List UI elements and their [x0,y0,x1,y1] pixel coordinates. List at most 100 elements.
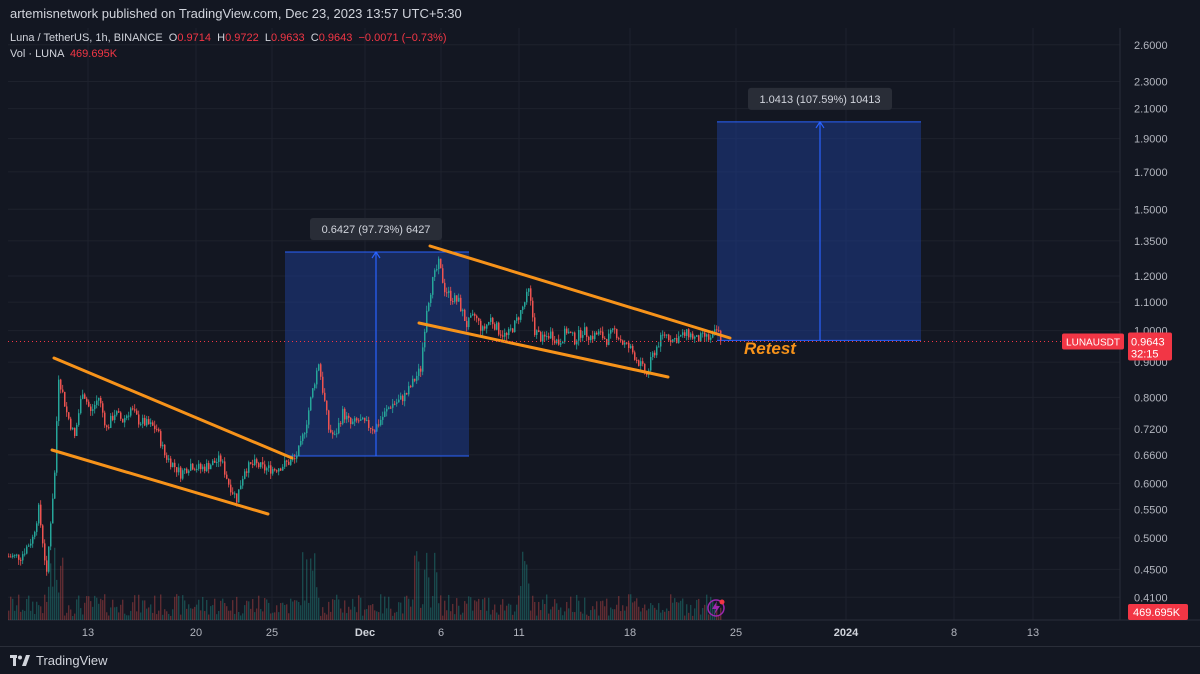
candle-body [458,297,460,302]
candle-body [716,329,718,331]
volume-bar [686,604,688,620]
candle-body [50,523,52,547]
candle-body [322,376,324,393]
volume-bar [288,613,290,620]
volume-bar [590,610,592,620]
y-tick-label: 2.6000 [1134,40,1168,52]
volume-bar [584,597,586,620]
volume-bar [604,606,606,620]
volume-bar [172,609,174,620]
candle-body [392,403,394,408]
volume-bar [362,615,364,620]
volume-bar [106,612,108,620]
volume-bar [276,605,278,620]
candle-body [588,336,590,341]
plot-area [8,28,1120,620]
volume-bar [536,615,538,620]
candle-body [212,460,214,466]
volume-bar [442,615,444,620]
candle-body [448,290,450,293]
measure-box-1 [285,252,469,456]
candle-body [678,336,680,343]
volume-bar [220,600,222,620]
volume-bar [706,594,708,620]
volume-bar [418,561,420,620]
candle-body [196,468,198,471]
candle-body [546,336,548,338]
candle-body [496,322,498,330]
x-tick-label: 13 [1027,627,1039,639]
x-tick-label: 13 [82,627,94,639]
publisher-text: artemisnetwork published on TradingView.… [10,6,462,21]
candle-body [514,320,516,333]
volume-bar [500,604,502,620]
candle-body [178,467,180,473]
candle-body [428,302,430,311]
volume-bar [714,604,716,620]
volume-bar [592,606,594,620]
volume-bar [162,614,164,620]
candle-body [680,335,682,337]
volume-bar [214,598,216,620]
volume-bar [430,607,432,620]
volume-bar [408,598,410,620]
volume-bar [674,598,676,620]
volume-bar [656,609,658,620]
candle-body [58,379,60,422]
candle-body [242,478,244,486]
candle-body [362,417,364,420]
candle-body [210,465,212,470]
volume-bar [528,583,530,620]
candle-body [626,342,628,344]
volume-bar [540,610,542,620]
volume-bar [132,602,134,620]
volume-bar [480,610,482,620]
measure-label: 1.0413 (107.59%) 10413 [759,94,880,106]
volume-bar [284,604,286,620]
volume-bar [206,599,208,620]
candle-body [484,326,486,329]
volume-bar [28,595,30,620]
candle-body [160,431,162,447]
trendline [428,244,732,340]
volume-bar [336,594,338,620]
symbol-label: Luna / TetherUS, 1h, BINANCE [10,32,163,44]
volume-bar [340,608,342,620]
candle-body [66,406,68,413]
volume-bar [242,613,244,620]
candle-body [398,399,400,403]
retest-label: Retest [744,339,797,358]
volume-bar [54,547,56,620]
candle-body [416,375,418,381]
volume-bar [450,611,452,620]
candle-body [128,415,130,417]
candle-body [150,422,152,425]
volume-bar [352,598,354,620]
candle-body [570,331,572,333]
volume-bar [12,598,14,620]
volume-bar [570,596,572,620]
candle-body [88,401,90,407]
candle-body [418,368,420,376]
y-tick-label: 0.4100 [1134,592,1168,604]
volume-bar [216,614,218,620]
volume-bar [24,610,26,620]
candle-body [282,466,284,471]
candle-body [130,408,132,416]
candle-body [404,392,406,402]
price-chart[interactable]: 2.6000 2.3000 2.1000 1.9000 1.7000 1.5000 1.35… [0,28,1200,646]
high-label: H [217,32,226,44]
measure-box-2 [717,121,921,341]
candle-body [632,345,634,353]
candle-body [216,462,218,464]
volume-bar [684,615,686,620]
volume-bar [616,604,618,620]
tradingview-logo[interactable]: TradingView [10,653,108,668]
change-value: −0.0071 (−0.73%) [358,32,447,44]
candle-body [420,368,422,372]
candle-body [378,424,380,426]
volume-bar [474,600,476,620]
volume-bar [502,599,504,620]
candle-body [658,346,660,348]
volume-bar [256,608,258,620]
